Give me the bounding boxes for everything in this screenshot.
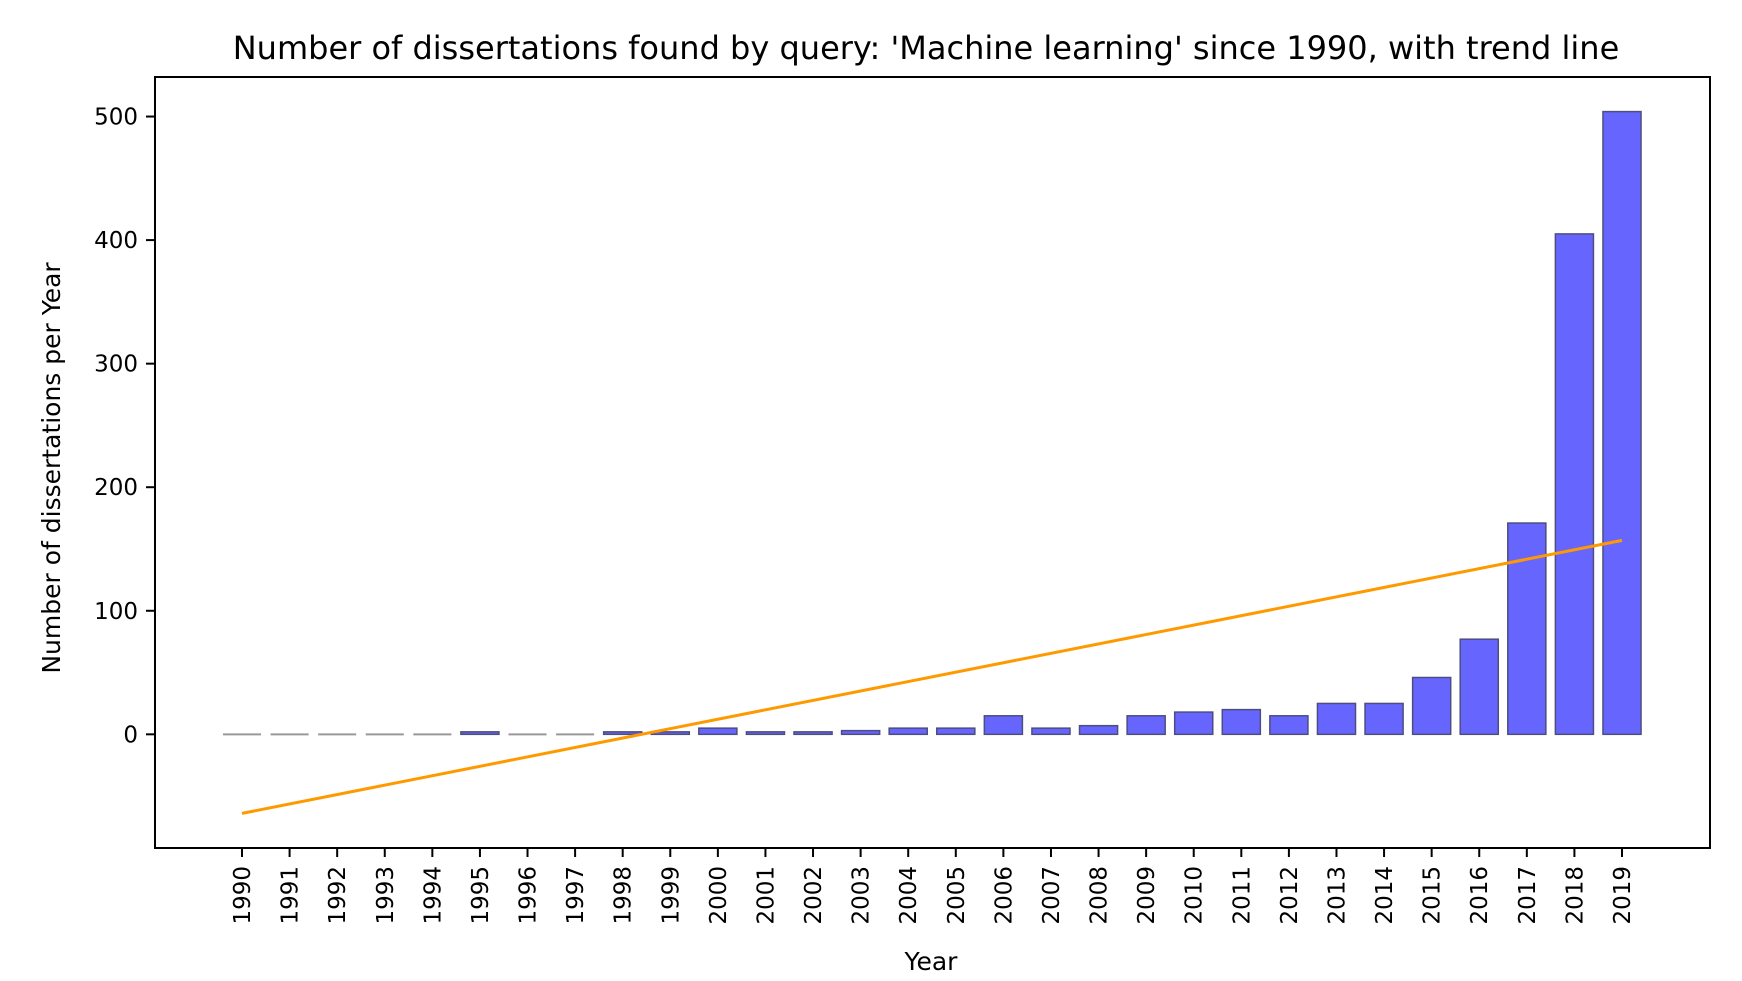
x-tick-label-2007: 2007: [1039, 866, 1065, 925]
bar-2017: [1507, 522, 1547, 736]
x-tick-label-2013: 2013: [1324, 866, 1350, 925]
x-tick-label-2014: 2014: [1372, 866, 1398, 925]
x-tick-label-2005: 2005: [944, 866, 970, 925]
bar-2011: [1221, 708, 1262, 736]
bar-2003: [840, 729, 881, 736]
x-tick-label-2008: 2008: [1087, 866, 1113, 925]
x-tick-label-1993: 1993: [373, 866, 399, 925]
y-tick-label-300: 300: [94, 352, 138, 378]
bar-2010: [1173, 711, 1214, 736]
x-tick-label-2018: 2018: [1562, 866, 1588, 925]
x-tick-label-2006: 2006: [991, 866, 1017, 925]
x-tick-label-1994: 1994: [420, 866, 446, 925]
x-tick-label-2019: 2019: [1610, 866, 1636, 925]
bar-1995: [460, 731, 500, 736]
plot-area-frame: [154, 76, 1711, 849]
bar-2015: [1411, 676, 1452, 736]
y-tick-label-400: 400: [94, 228, 138, 254]
x-tick-label-1996: 1996: [516, 866, 542, 925]
x-tick-label-1998: 1998: [611, 866, 637, 925]
x-tick-label-2001: 2001: [753, 866, 779, 925]
bar-2005: [936, 727, 976, 736]
bar-2006: [983, 715, 1024, 736]
trend-line: [241, 538, 1623, 815]
x-tick-label-1999: 1999: [658, 866, 684, 925]
bar-2014: [1364, 702, 1404, 736]
y-tick-label-100: 100: [94, 599, 138, 625]
bar-2000: [698, 727, 738, 736]
x-tick-label-2017: 2017: [1515, 866, 1541, 925]
x-tick-label-2011: 2011: [1229, 866, 1255, 925]
x-tick-label-2000: 2000: [706, 866, 732, 925]
bar-2018: [1554, 233, 1595, 736]
x-tick-label-1995: 1995: [468, 866, 494, 925]
y-axis-ticks: 0 100 200 300 400 500: [94, 105, 155, 748]
x-tick-label-2015: 2015: [1420, 866, 1446, 925]
x-axis-ticks: 1990 1991 1992 1993 1994 1995 1996 1997 1998 1999…: [230, 848, 1636, 925]
x-tick-label-1990: 1990: [230, 866, 256, 925]
x-tick-label-2004: 2004: [896, 866, 922, 925]
x-tick-label-2009: 2009: [1134, 866, 1160, 925]
x-tick-label-1997: 1997: [563, 866, 589, 925]
x-tick-label-1991: 1991: [278, 866, 304, 925]
x-tick-label-2010: 2010: [1182, 866, 1208, 925]
bar-2012: [1269, 715, 1309, 736]
x-axis-label: Year: [904, 947, 959, 976]
bar-2016: [1459, 638, 1500, 736]
bar-2007: [1031, 727, 1071, 736]
bar-2013: [1316, 702, 1357, 736]
y-tick-label-0: 0: [123, 722, 138, 748]
bars-group: [222, 110, 1642, 736]
bar-2001: [745, 731, 786, 736]
x-tick-label-2003: 2003: [849, 866, 875, 925]
chart-title: Number of dissertations found by query: …: [233, 29, 1620, 67]
y-tick-label-200: 200: [94, 475, 138, 501]
x-tick-label-2012: 2012: [1277, 866, 1303, 925]
y-axis-label: Number of dissertations per Year: [37, 262, 66, 674]
bar-2002: [793, 731, 833, 736]
bar-2004: [888, 727, 928, 736]
bar-2009: [1126, 715, 1166, 736]
bar-2019: [1602, 110, 1642, 736]
bar-2008: [1078, 724, 1119, 736]
x-tick-label-1992: 1992: [325, 866, 351, 925]
y-tick-label-500: 500: [94, 105, 138, 131]
x-tick-label-2002: 2002: [801, 866, 827, 925]
x-tick-label-2016: 2016: [1467, 866, 1493, 925]
